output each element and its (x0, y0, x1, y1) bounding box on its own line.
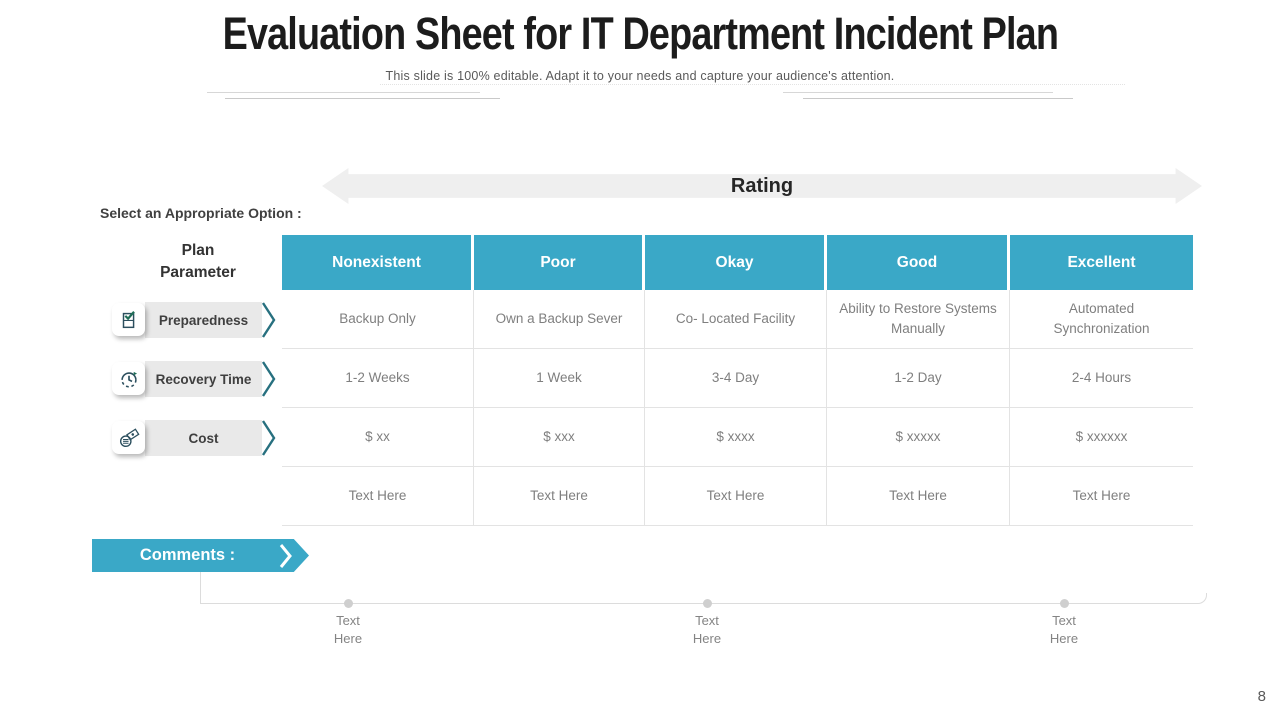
table-cell: 3-4 Day (645, 349, 827, 408)
table-cell: 1-2 Day (827, 349, 1010, 408)
column-header: Okay (645, 235, 827, 290)
subtitle: This slide is 100% editable. Adapt it to… (385, 69, 895, 83)
table-cell: 2-4 Hours (1010, 349, 1193, 408)
table-cell: Own a Backup Sever (474, 290, 645, 349)
chevron-right-icon (279, 544, 292, 568)
timeline-placeholder: Text Here (333, 613, 363, 646)
table-cell: Automated Synchronization (1010, 290, 1193, 349)
column-header: Excellent (1010, 235, 1193, 290)
timeline-dot (344, 599, 353, 608)
table-cell: Backup Only (282, 290, 474, 349)
page-number: 8 (1257, 688, 1266, 705)
comments-banner: Comments : (92, 539, 309, 572)
table-cell: 1-2 Weeks (282, 349, 474, 408)
coins-icon (119, 427, 140, 447)
table-cell: $ xxxxxx (1010, 408, 1193, 467)
table-cell-placeholder: Text Here (645, 467, 827, 526)
comments-bracket-line (200, 572, 1198, 604)
timeline-dot (703, 599, 712, 608)
row-label-text: Preparedness (145, 302, 262, 338)
column-header: Poor (474, 235, 645, 290)
row-label-preparedness: Preparedness (112, 302, 282, 340)
table-cell: $ xx (282, 408, 474, 467)
rating-table-body: Backup Only Own a Backup Sever Co- Locat… (282, 290, 1193, 526)
checklist-icon (122, 310, 135, 328)
select-option-prompt: Select an Appropriate Option : (100, 205, 302, 221)
decorative-line (207, 92, 480, 93)
column-header: Nonexistent (282, 235, 474, 290)
row-label-cost: Cost (112, 420, 282, 458)
table-cell-placeholder: Text Here (827, 467, 1010, 526)
plan-parameter-heading: Plan Parameter (160, 242, 236, 282)
chevron-right-icon (261, 302, 276, 338)
subtitle-dotted-divider (380, 84, 1125, 85)
rating-table-header: Nonexistent Poor Okay Good Excellent (282, 235, 1193, 290)
row-label-text: Cost (145, 420, 262, 456)
table-cell: 1 Week (474, 349, 645, 408)
row-label-text: Recovery Time (145, 361, 262, 397)
timeline-placeholder: Text Here (692, 613, 722, 646)
table-cell: $ xxxxx (827, 408, 1010, 467)
timeline-dot (1060, 599, 1069, 608)
comments-bracket-end (1198, 593, 1207, 604)
timeline-placeholder: Text Here (1049, 613, 1079, 646)
table-cell-placeholder: Text Here (1010, 467, 1193, 526)
table-cell: Ability to Restore Systems Manually (827, 290, 1010, 349)
recovery-clock-icon (120, 371, 137, 388)
table-cell: Co- Located Facility (645, 290, 827, 349)
icon-tile (112, 362, 145, 395)
table-cell: $ xxx (474, 408, 645, 467)
decorative-line (225, 98, 500, 99)
table-cell-placeholder: Text Here (282, 467, 474, 526)
table-cell: $ xxxx (645, 408, 827, 467)
table-cell-placeholder: Text Here (474, 467, 645, 526)
decorative-line (783, 92, 1053, 93)
icon-tile (112, 421, 145, 454)
chevron-right-icon (261, 420, 276, 456)
rating-label: Rating (730, 174, 794, 197)
icon-tile (112, 303, 145, 336)
row-label-recovery-time: Recovery Time (112, 361, 282, 399)
decorative-line (803, 98, 1073, 99)
comments-label: Comments : (139, 546, 236, 564)
chevron-right-icon (261, 361, 276, 397)
page-title: Evaluation Sheet for IT Department Incid… (222, 8, 1058, 59)
rating-double-arrow-banner: Rating (322, 168, 1202, 204)
column-header: Good (827, 235, 1010, 290)
